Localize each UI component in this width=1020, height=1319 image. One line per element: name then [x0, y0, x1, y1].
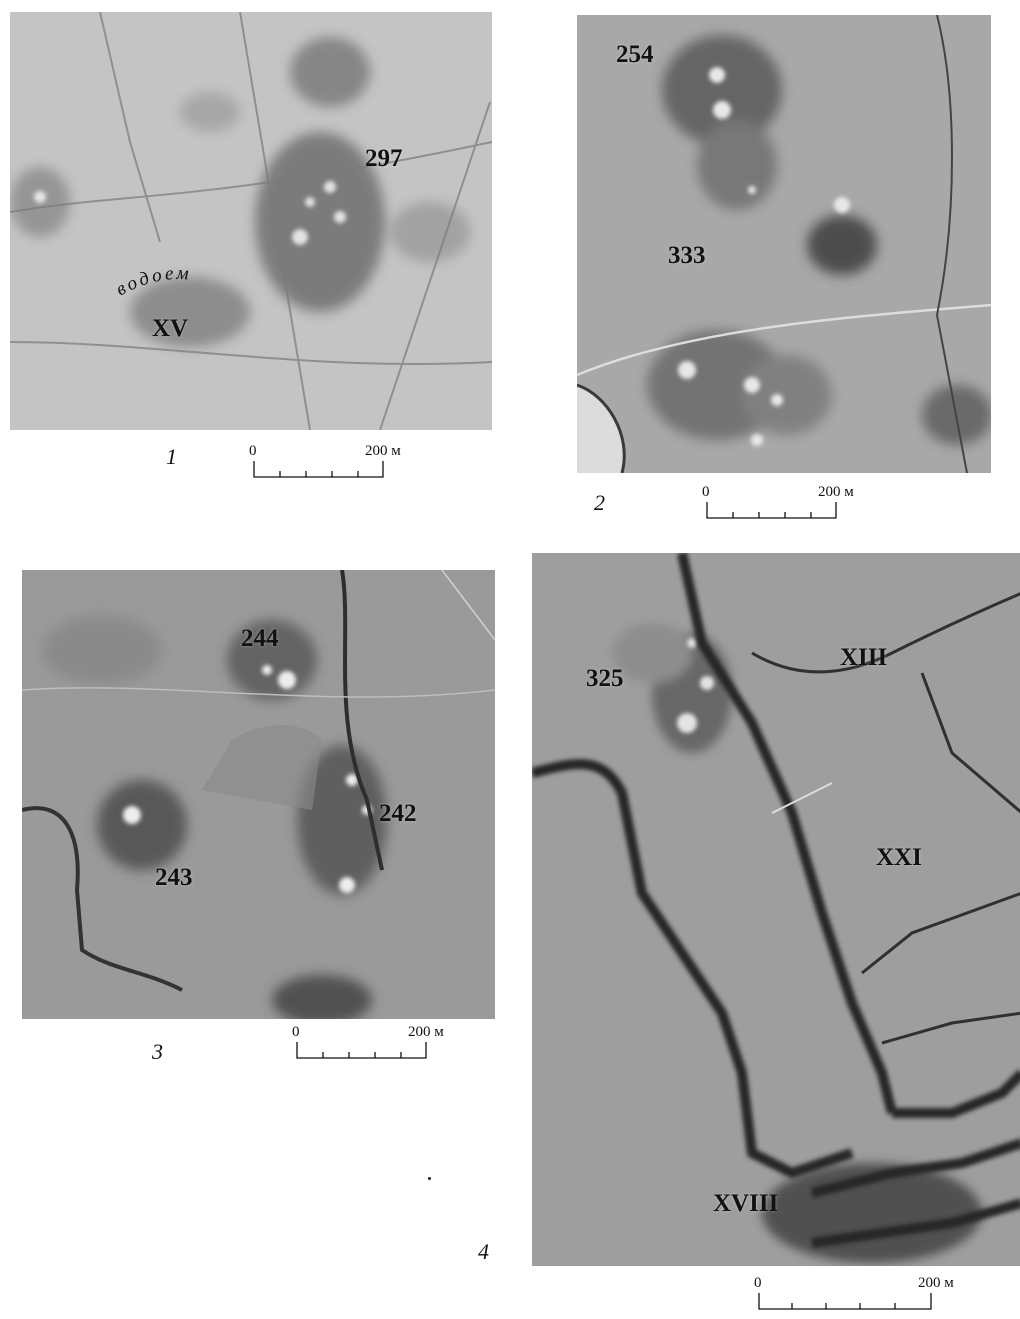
scale-zero: 0 [292, 1024, 300, 1040]
svg-text:водоем: водоем [115, 264, 192, 300]
aerial-photo-2 [577, 15, 991, 473]
scale-zero: 0 [702, 484, 710, 500]
water-body-text: водоем [113, 263, 190, 301]
panel-number-3: 3 [152, 1039, 163, 1064]
scale-max: 200 м [408, 1024, 444, 1040]
site-label-297: 297 [365, 145, 403, 172]
site-label-333: 333 [668, 242, 706, 269]
scale-zero: 0 [249, 443, 257, 459]
site-label-242: 242 [379, 800, 417, 827]
scale-bar-4: 0 200 м [754, 1275, 978, 1319]
scale-max: 200 м [818, 484, 854, 500]
site-label-XVIII: XVIII [713, 1190, 779, 1217]
water-body-label: водоем [113, 263, 255, 304]
scale-max: 200 м [918, 1275, 954, 1291]
panel-number-2: 2 [594, 490, 605, 515]
site-label-XV: XV [152, 315, 189, 342]
site-label-325: 325 [586, 665, 624, 692]
scale-zero: 0 [754, 1275, 762, 1291]
site-label-243: 243 [155, 864, 193, 891]
panel-number-1: 1 [166, 444, 177, 469]
scale-bar-2: 0 200 м [702, 484, 854, 528]
stray-dot [428, 1177, 431, 1180]
aerial-photo-3 [22, 570, 495, 1019]
scale-max: 200 м [365, 443, 401, 459]
site-label-254: 254 [616, 41, 654, 68]
site-label-XXI: XXI [876, 844, 922, 871]
scale-bar-3: 0 200 м [292, 1024, 444, 1068]
site-label-244: 244 [241, 625, 279, 652]
panel-number-4: 4 [478, 1239, 489, 1264]
scale-bar-1: 0 200 м [249, 443, 401, 487]
aerial-photo-1 [10, 12, 492, 430]
site-label-XIII: XIII [840, 644, 888, 671]
aerial-photo-4 [532, 553, 1020, 1266]
